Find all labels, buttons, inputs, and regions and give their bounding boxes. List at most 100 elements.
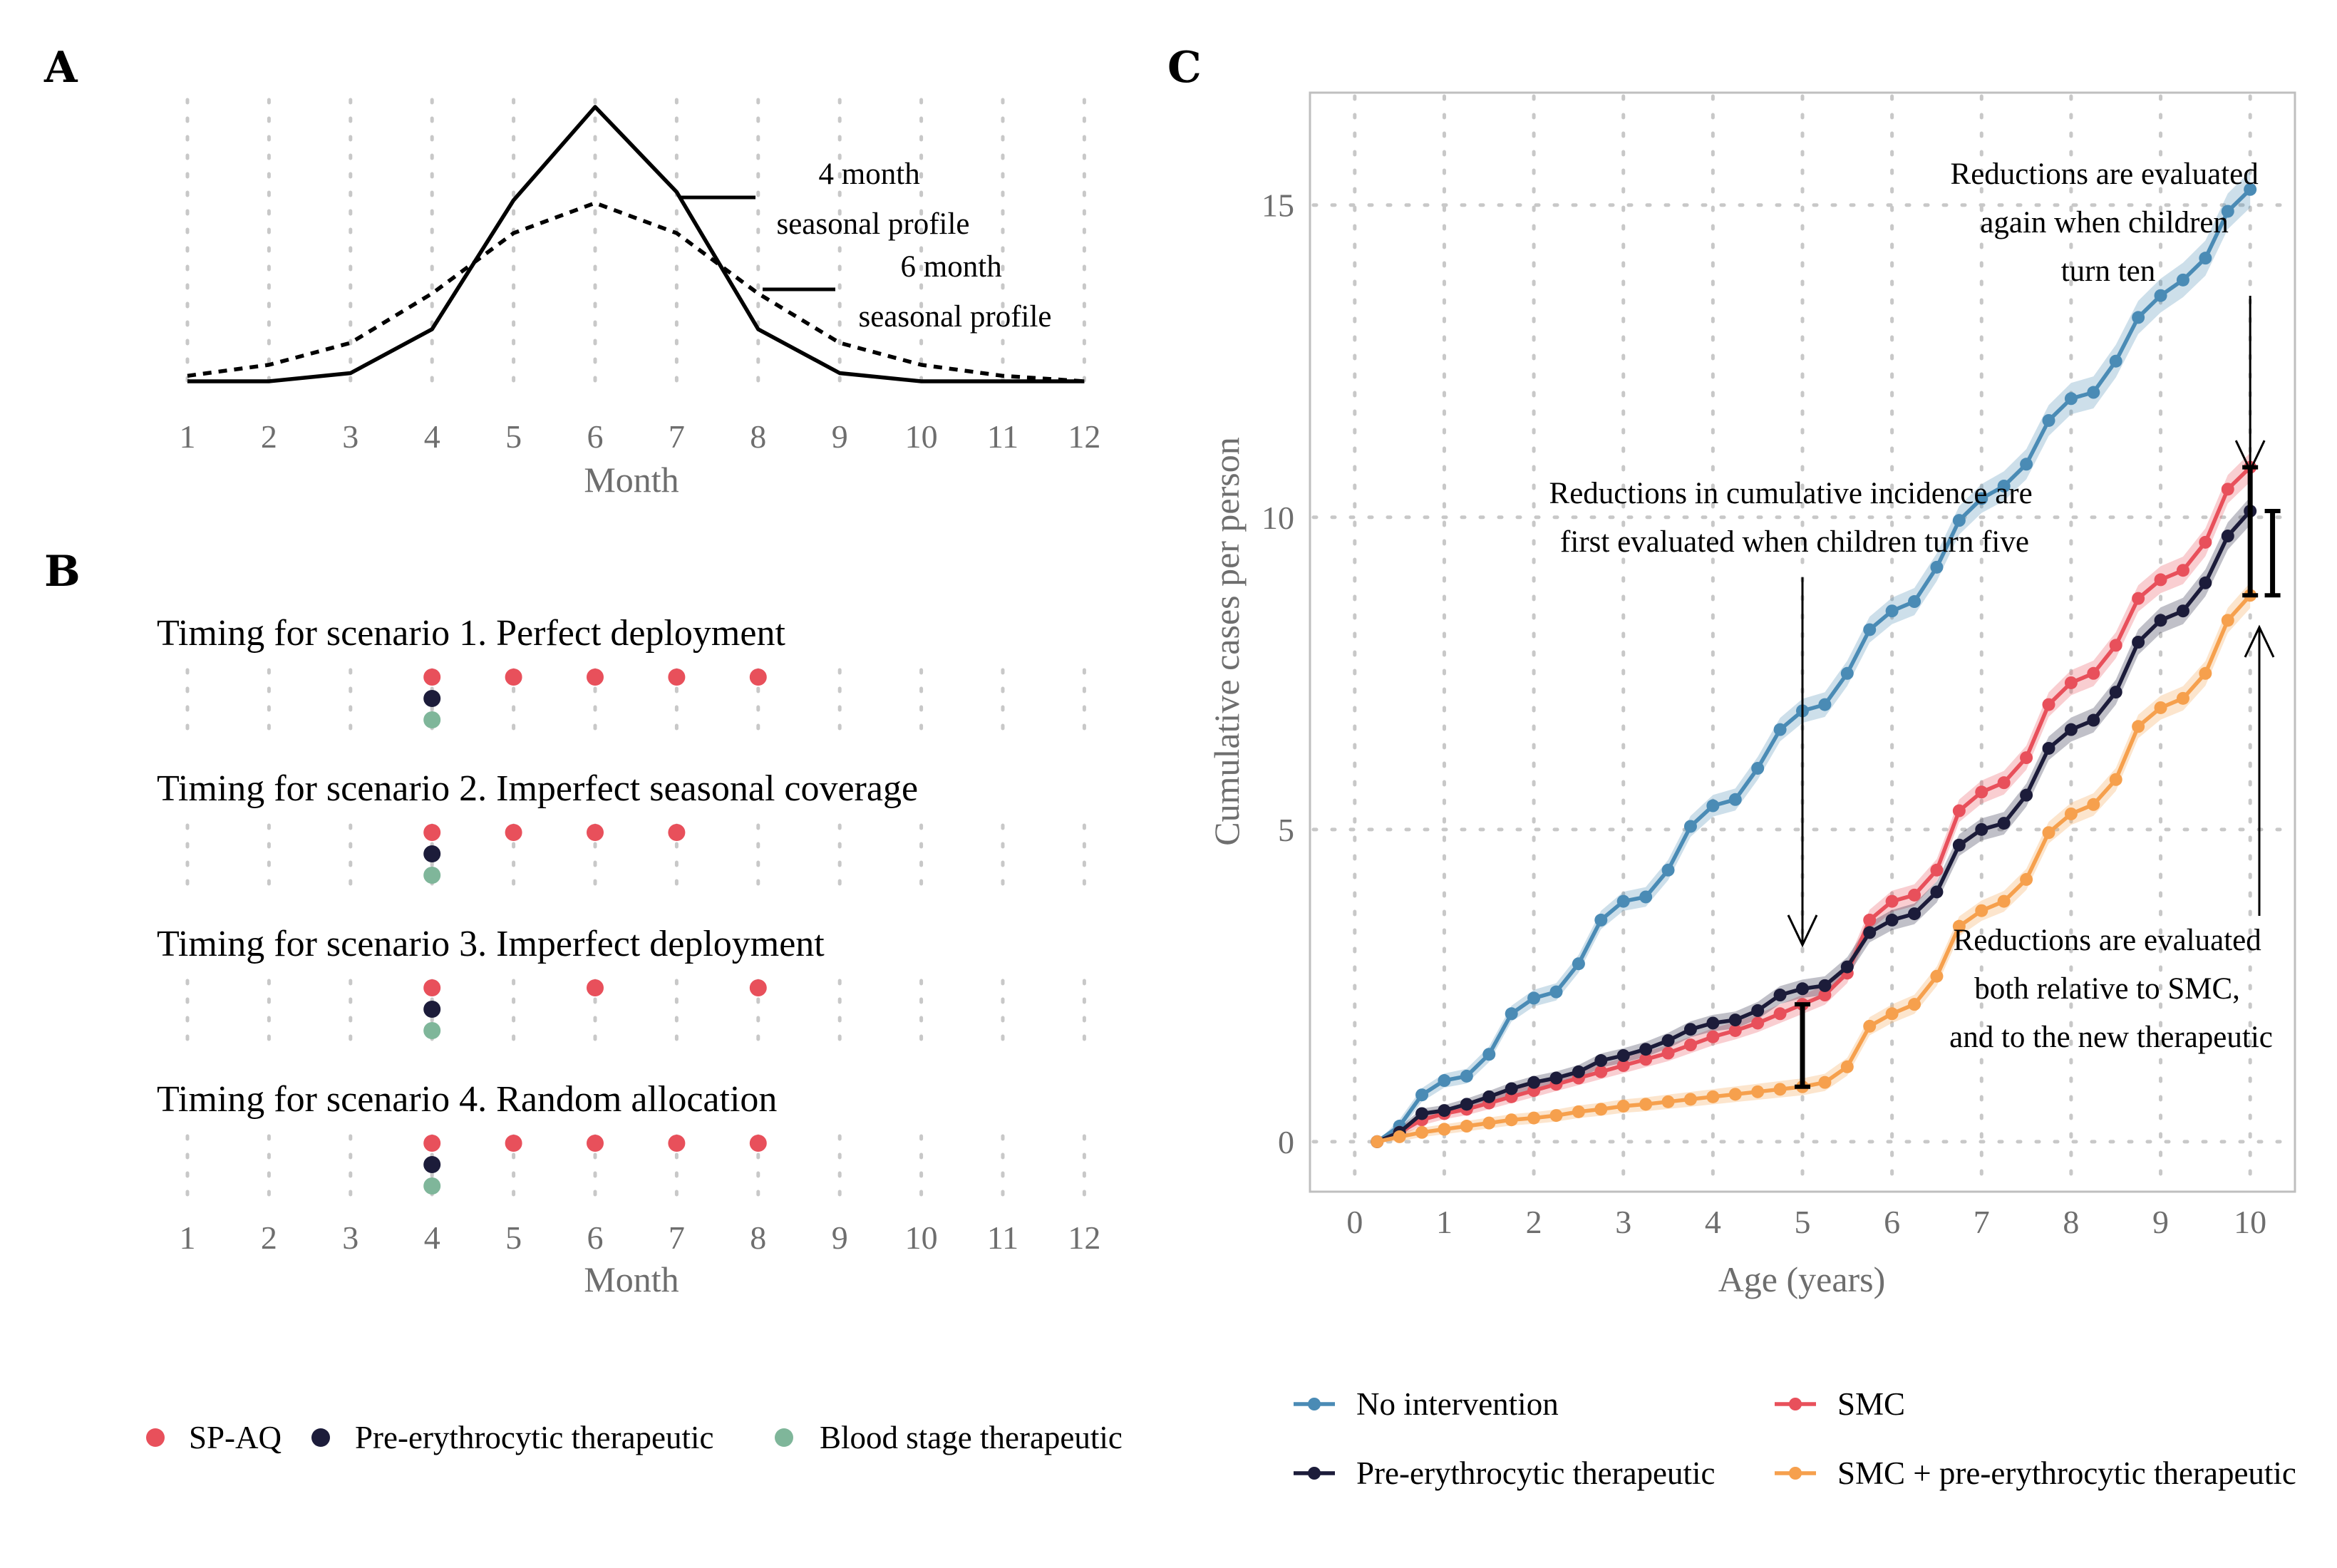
spaq-dose-point	[505, 824, 522, 841]
series-ribbon	[1377, 453, 2251, 1142]
spaq-dose-point	[587, 979, 604, 996]
spaq-dose-point	[749, 1135, 767, 1152]
annotation-turn-five: Reductions in cumulative incidence are f…	[1549, 477, 2041, 559]
spaq-dose-point	[668, 1135, 686, 1152]
legend-label: Blood stage therapeutic	[820, 1420, 1123, 1455]
legend-label: No intervention	[1356, 1386, 1559, 1422]
series-point	[1885, 604, 1899, 618]
series-point	[2109, 354, 2122, 368]
series-point	[2132, 592, 2145, 605]
series-point	[2154, 289, 2167, 302]
series-point	[1594, 1065, 1608, 1078]
panel-b-x-tick-label: 1	[180, 1219, 196, 1256]
series-point	[1527, 1076, 1541, 1089]
series-line	[1376, 465, 2252, 1144]
series-point	[1527, 991, 1541, 1005]
series-point	[2221, 483, 2234, 496]
series-point	[2087, 666, 2100, 680]
panel-b-x-tick-label: 7	[669, 1219, 685, 1256]
series-point	[1683, 1093, 1697, 1106]
arrow-turn-five	[1787, 577, 1818, 948]
series-point	[1952, 838, 1966, 852]
panel-c-x-tick-label: 7	[1974, 1204, 1990, 1240]
panel-b-x-tick-label: 12	[1068, 1219, 1100, 1256]
series-point	[2064, 392, 2078, 406]
series-point	[2221, 614, 2234, 627]
series-point	[1572, 1065, 1585, 1078]
legend-marker	[311, 1428, 330, 1447]
legend-label: SP-AQ	[189, 1420, 282, 1455]
series-point	[1818, 1076, 1832, 1089]
series-point	[1415, 1088, 1429, 1102]
series-point	[1930, 969, 1944, 983]
series-point	[2199, 252, 2212, 265]
panel-a-seasonal-profiles: 1 2 3 4 5 6 7 8 9 10 11 12	[180, 98, 1100, 455]
panel-c-x-tick-label: 0	[1346, 1204, 1363, 1240]
series-point	[1683, 1023, 1697, 1036]
series-point	[2109, 686, 2122, 699]
panel-c-x-tick-label: 10	[2234, 1204, 2266, 1240]
spaq-dose-point	[423, 824, 441, 841]
profile4-line	[187, 105, 1085, 383]
profile6-line	[187, 201, 1085, 383]
panel-c-x-tick-label: 9	[2152, 1204, 2169, 1240]
legend-marker	[1789, 1467, 1802, 1480]
panel-b-xlabel: Month	[584, 1259, 679, 1299]
series-point	[1908, 595, 1921, 609]
series-point	[1482, 1116, 1496, 1130]
series-point	[1975, 904, 1988, 917]
series-point	[1706, 1016, 1720, 1030]
legend-label: SMC + pre-erythrocytic therapeutic	[1837, 1455, 2296, 1491]
series-point	[1975, 492, 1988, 505]
scenario-title: Timing for scenario 2. Imperfect seasona…	[157, 768, 918, 809]
series-point	[1952, 804, 1966, 817]
series-point	[1751, 1016, 1765, 1030]
series-point	[1773, 723, 1787, 736]
panel-letter-b: B	[44, 547, 81, 597]
series-point	[1728, 1088, 1742, 1101]
series-point	[1661, 1095, 1675, 1108]
series-point	[1908, 907, 1921, 921]
series-line	[1376, 187, 2252, 1144]
legend-label: Pre-erythrocytic therapeutic	[355, 1420, 714, 1455]
series-point	[2064, 807, 2078, 820]
blood-dose-point	[423, 1022, 441, 1039]
series-point	[1438, 1104, 1451, 1118]
spaq-dose-point	[423, 979, 441, 996]
series-point	[2087, 386, 2100, 399]
panel-a-x-tick-label: 9	[832, 418, 848, 455]
series-point	[1863, 1019, 1877, 1033]
legend-marker	[146, 1428, 165, 1447]
panel-c-y-tick-label: 5	[1278, 812, 1294, 848]
series-point	[1616, 1049, 1630, 1063]
series-point	[1683, 1038, 1697, 1052]
panel-b-x-tick-label: 8	[750, 1219, 766, 1256]
panel-c-y-tick-label: 15	[1262, 187, 1294, 224]
spaq-dose-point	[587, 1135, 604, 1152]
series-point	[1639, 1053, 1653, 1066]
series-point	[1997, 479, 2011, 492]
series-point	[1863, 913, 1877, 927]
series-point	[1930, 885, 1944, 899]
series-point	[1572, 1105, 1585, 1118]
series-point	[1639, 1043, 1653, 1056]
panel-letter-a: A	[43, 43, 78, 93]
panel-c-ylabel: Cumulative cases per person	[1207, 437, 1247, 845]
panel-c-cumulative-cases: 0 1 2 3 4 5 6 7 8 9 10 0 5 10 15	[1262, 94, 2294, 1240]
legend-label: Pre-erythrocytic therapeutic	[1356, 1455, 1716, 1491]
spaq-dose-point	[505, 1135, 522, 1152]
legend-marker	[775, 1428, 793, 1447]
panel-a-x-tick-label: 8	[750, 418, 766, 455]
series-point	[1415, 1107, 1429, 1120]
series-point	[1482, 1090, 1496, 1103]
panel-b-x-tick-label: 2	[261, 1219, 277, 1256]
series-point	[1371, 1135, 1384, 1148]
annotation-arrows	[1787, 296, 2275, 948]
series-point	[1863, 926, 1877, 939]
series-point	[1885, 1007, 1899, 1021]
series-point	[1706, 799, 1720, 813]
series-point	[2176, 564, 2189, 577]
scenario-title: Timing for scenario 1. Perfect deploymen…	[157, 613, 785, 654]
arrow-relative	[2244, 624, 2275, 916]
series-point	[1460, 1098, 1473, 1111]
